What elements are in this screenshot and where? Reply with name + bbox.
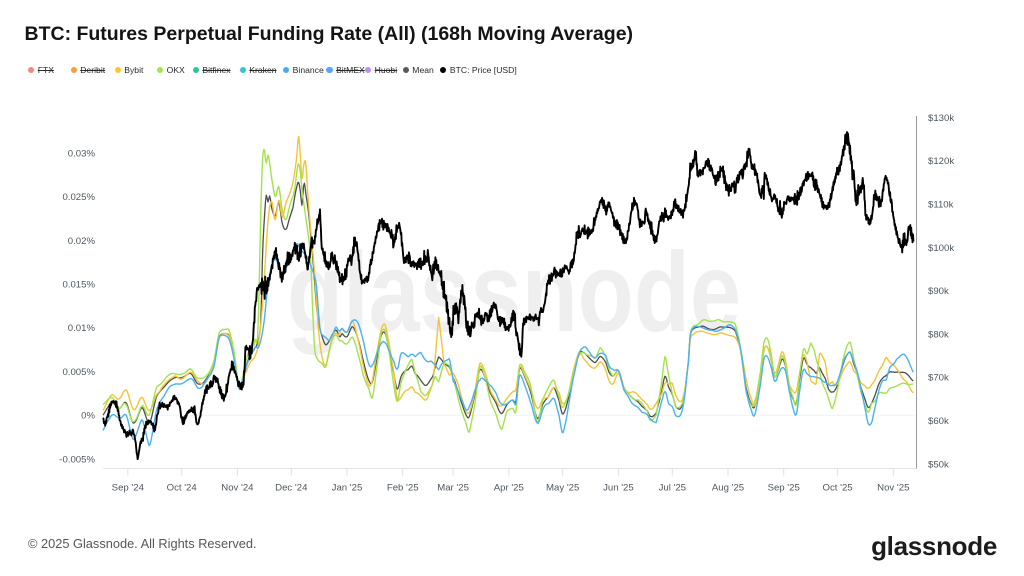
svg-text:Nov '25: Nov '25 — [877, 483, 909, 494]
svg-text:Nov '24: Nov '24 — [221, 483, 254, 494]
svg-text:0.015%: 0.015% — [62, 280, 95, 291]
svg-text:$110k: $110k — [928, 199, 954, 210]
svg-text:$60k: $60k — [928, 416, 949, 427]
svg-text:Apr '25: Apr '25 — [494, 483, 524, 494]
svg-text:0%: 0% — [81, 411, 95, 422]
svg-text:Oct '25: Oct '25 — [823, 483, 853, 494]
svg-text:$130k: $130k — [928, 113, 954, 124]
svg-text:$70k: $70k — [928, 373, 949, 384]
svg-text:Feb '25: Feb '25 — [387, 483, 419, 494]
svg-text:Jul '25: Jul '25 — [659, 483, 686, 494]
svg-text:Sep '24: Sep '24 — [112, 483, 145, 494]
svg-text:Mar '25: Mar '25 — [437, 483, 469, 494]
svg-text:-0.005%: -0.005% — [59, 454, 95, 465]
svg-text:$50k: $50k — [928, 459, 949, 470]
svg-text:0.02%: 0.02% — [68, 236, 96, 247]
svg-text:May '25: May '25 — [546, 483, 579, 494]
svg-text:glassnode: glassnode — [287, 229, 741, 355]
svg-text:Oct '24: Oct '24 — [167, 483, 198, 494]
svg-text:$100k: $100k — [928, 243, 954, 254]
svg-text:0.03%: 0.03% — [68, 148, 96, 159]
svg-text:0.01%: 0.01% — [68, 323, 96, 334]
svg-text:Jan '25: Jan '25 — [332, 483, 363, 494]
svg-text:$80k: $80k — [928, 329, 949, 340]
svg-text:0.025%: 0.025% — [62, 192, 95, 203]
svg-text:Dec '24: Dec '24 — [275, 483, 308, 494]
svg-text:Jun '25: Jun '25 — [603, 483, 634, 494]
svg-text:$120k: $120k — [928, 156, 954, 167]
svg-text:Aug '25: Aug '25 — [712, 483, 744, 494]
svg-text:Sep '25: Sep '25 — [768, 483, 800, 494]
svg-text:$90k: $90k — [928, 286, 949, 297]
svg-text:0.005%: 0.005% — [62, 367, 95, 378]
